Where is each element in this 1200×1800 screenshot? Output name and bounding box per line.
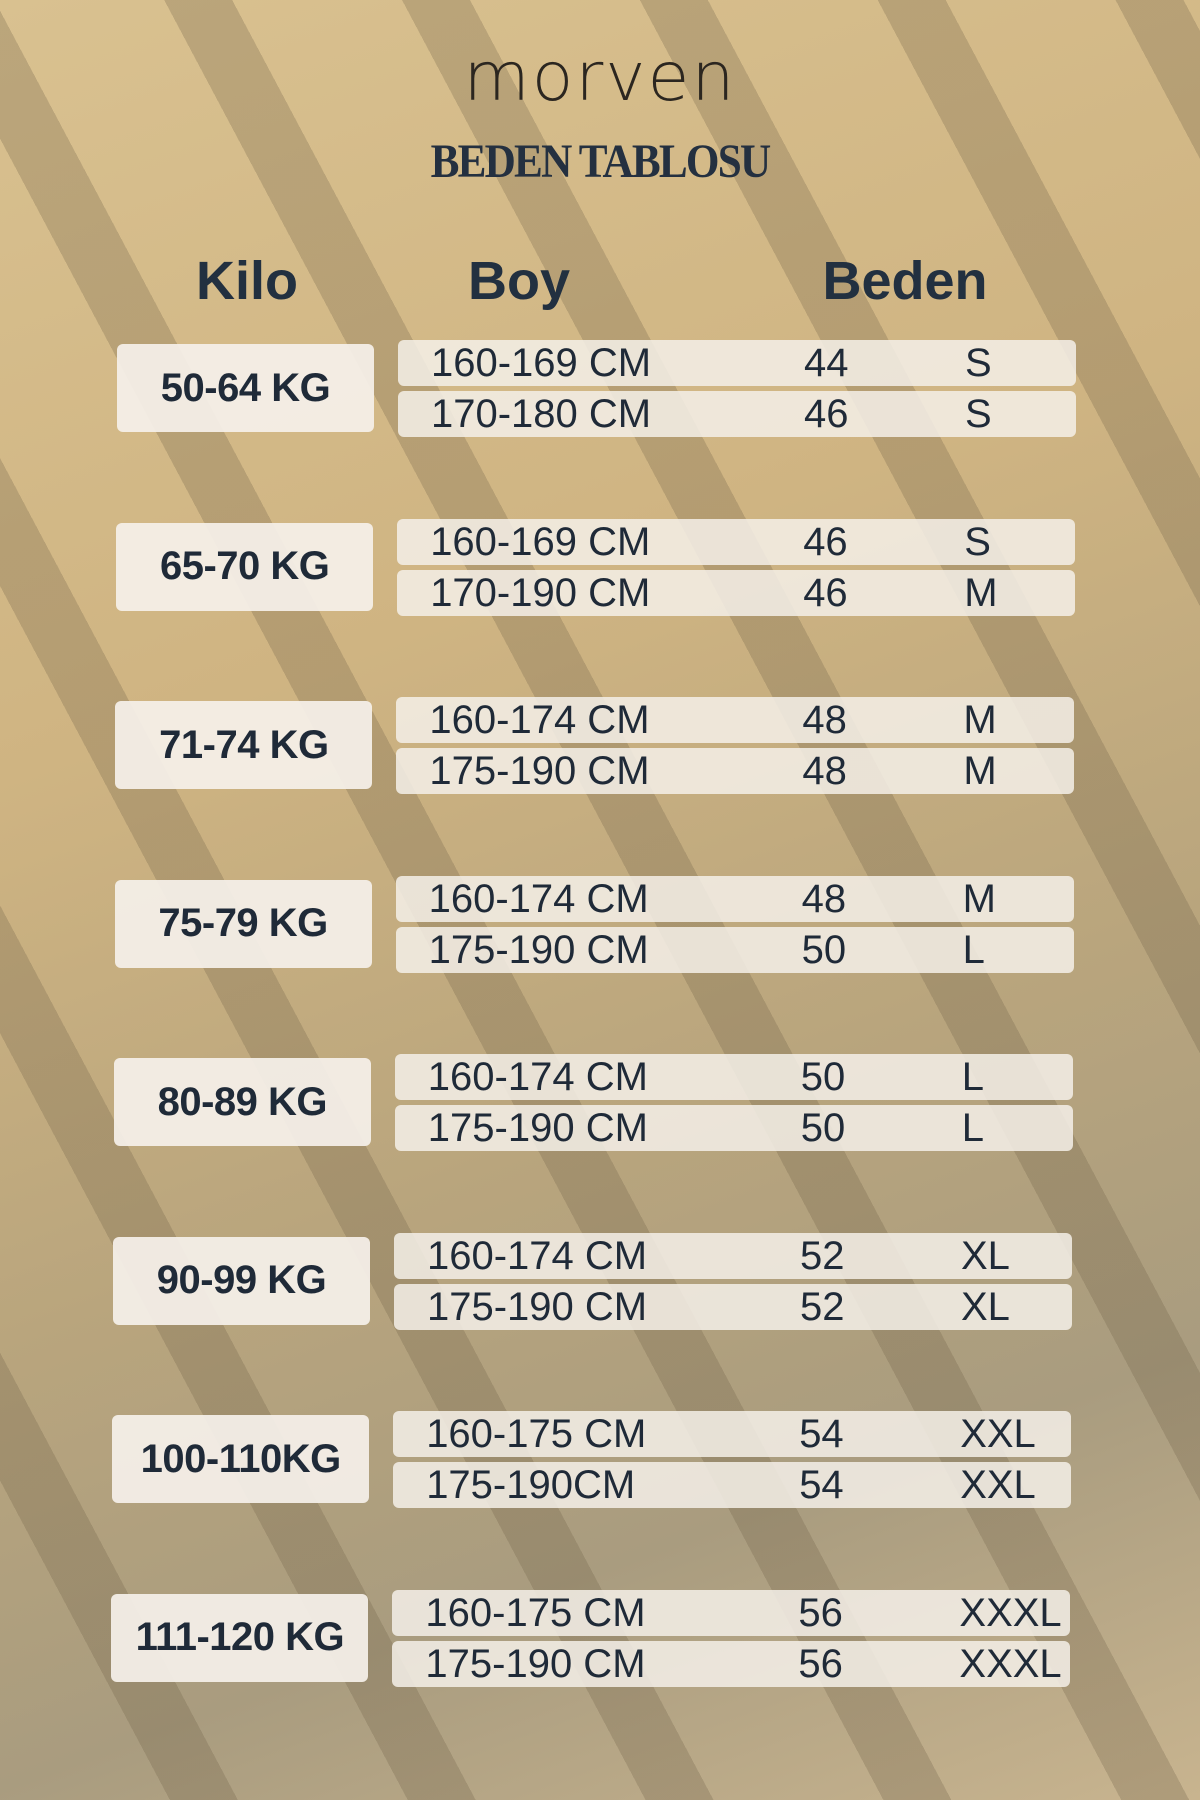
height-range: 175-190CM: [426, 1463, 636, 1507]
size-row: 160-174 CM 52 XL: [394, 1232, 1072, 1279]
letter-size: XXXL: [959, 1641, 1062, 1686]
eu-size: 56: [798, 1590, 843, 1635]
eu-size: 50: [800, 1106, 846, 1150]
height-range: 170-190 CM: [430, 570, 651, 615]
height-range: 175-190 CM: [427, 1106, 648, 1150]
height-range: 175-190 CM: [429, 749, 650, 793]
letter-size: L: [961, 1106, 985, 1150]
size-row: 160-174 CM 48 M: [395, 875, 1074, 922]
letter-size: L: [961, 1055, 985, 1099]
kilo-range: 80-89 KG: [113, 1058, 371, 1146]
eu-size: 50: [800, 1055, 846, 1099]
kilo-range: 75-79 KG: [114, 879, 372, 968]
eu-size: 46: [803, 570, 848, 615]
eu-size: 50: [801, 927, 847, 972]
letter-size: M: [963, 749, 997, 793]
letter-size: XL: [961, 1284, 1010, 1329]
letter-size: S: [965, 392, 992, 436]
letter-size: S: [965, 341, 992, 385]
letter-size: XXL: [960, 1412, 1036, 1456]
kilo-range: 111-120 KG: [111, 1593, 369, 1682]
size-row: 160-174 CM 48 M: [396, 697, 1075, 743]
eu-size: 46: [803, 519, 848, 564]
letter-size: XXXL: [959, 1590, 1062, 1635]
eu-size: 44: [804, 341, 849, 385]
letter-size: XL: [961, 1233, 1010, 1278]
height-range: 160-174 CM: [429, 698, 650, 742]
size-row: 170-190 CM 46 M: [397, 569, 1076, 616]
letter-size: S: [964, 519, 991, 564]
size-row: 160-169 CM 46 S: [397, 518, 1076, 565]
size-row: 175-190CM 54 XXL: [393, 1462, 1072, 1508]
brand-logo: morven: [463, 38, 737, 117]
size-row: 175-190 CM 50 L: [395, 926, 1074, 973]
header-boy: Boy: [467, 251, 571, 311]
height-range: 160-174 CM: [428, 876, 649, 921]
eu-size: 48: [802, 698, 847, 742]
eu-size: 54: [799, 1412, 844, 1456]
height-range: 175-190 CM: [428, 927, 649, 972]
size-row: 170-180 CM 46 S: [398, 391, 1076, 437]
size-row: 160-175 CM 54 XXL: [393, 1411, 1072, 1457]
eu-size: 48: [802, 749, 847, 793]
height-range: 160-169 CM: [430, 519, 651, 564]
size-row: 160-174 CM 50 L: [394, 1054, 1073, 1100]
kilo-range: 50-64 KG: [117, 344, 374, 432]
size-row: 175-190 CM 50 L: [394, 1105, 1073, 1151]
eu-size: 52: [800, 1233, 845, 1278]
height-range: 175-190 CM: [427, 1284, 648, 1329]
eu-size: 54: [799, 1463, 844, 1507]
page-title: BEDEN TABLOSU: [430, 135, 772, 188]
height-range: 160-169 CM: [431, 341, 652, 385]
eu-size: 46: [804, 392, 849, 436]
height-range: 160-175 CM: [425, 1590, 646, 1635]
size-row: 160-169 CM 44 S: [398, 340, 1076, 386]
size-row: 175-190 CM 52 XL: [394, 1283, 1072, 1330]
height-range: 175-190 CM: [425, 1641, 646, 1686]
size-row: 175-190 CM 48 M: [396, 748, 1075, 794]
header-kilo: Kilo: [196, 251, 298, 311]
height-range: 170-180 CM: [431, 392, 652, 436]
eu-size: 48: [801, 876, 847, 921]
size-row: 175-190 CM 56 XXXL: [392, 1640, 1071, 1687]
kilo-range: 100-110KG: [112, 1415, 370, 1503]
height-range: 160-175 CM: [426, 1412, 647, 1456]
letter-size: XXL: [960, 1463, 1036, 1507]
height-range: 160-174 CM: [427, 1233, 648, 1278]
letter-size: M: [962, 876, 996, 921]
eu-size: 52: [800, 1284, 845, 1329]
letter-size: M: [963, 698, 997, 742]
kilo-range: 65-70 KG: [116, 522, 374, 611]
size-row: 160-175 CM 56 XXXL: [392, 1589, 1071, 1636]
height-range: 160-174 CM: [427, 1055, 648, 1099]
header-beden: Beden: [822, 251, 988, 311]
eu-size: 56: [798, 1641, 843, 1686]
kilo-range: 71-74 KG: [115, 701, 373, 789]
kilo-range: 90-99 KG: [113, 1236, 370, 1325]
letter-size: M: [964, 570, 998, 615]
letter-size: L: [962, 927, 985, 972]
